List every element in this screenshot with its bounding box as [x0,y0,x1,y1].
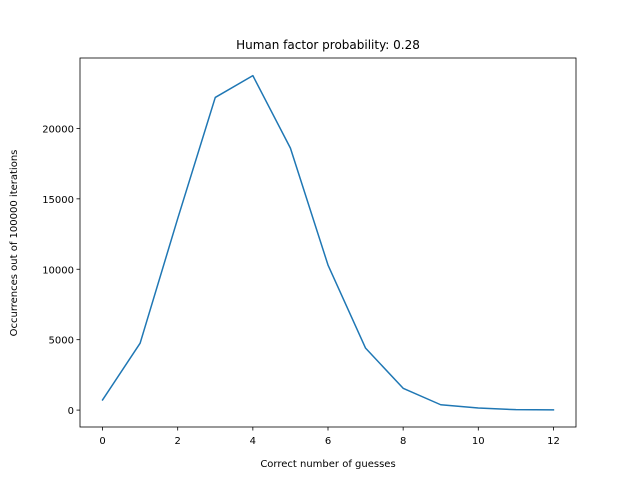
y-tick-label: 0 [68,406,74,417]
x-tick-label: 6 [325,436,331,447]
axes-frame [79,57,577,428]
y-tick-label: 20000 [42,124,74,135]
x-tick-label: 8 [400,436,406,447]
y-tick-label: 5000 [49,336,74,347]
x-tick-label: 4 [250,436,256,447]
y-axis-label: Occurrences out of 100000 iterations [9,150,20,337]
x-tick-label: 12 [547,436,560,447]
y-tick-label: 15000 [42,195,74,206]
y-tick-label: 10000 [42,265,74,276]
x-tick-label: 2 [175,436,181,447]
x-tick-label: 10 [472,436,485,447]
x-axis-label: Correct number of guesses [260,459,395,470]
plot-area [101,74,555,411]
series-line [101,74,555,411]
chart-title: Human factor probability: 0.28 [236,38,420,52]
y-axis-ticks: 0 5000 10000 15000 20000 [42,124,80,417]
x-tick-label: 0 [99,436,105,447]
x-axis-ticks: 0 2 4 6 8 10 12 [99,427,560,447]
